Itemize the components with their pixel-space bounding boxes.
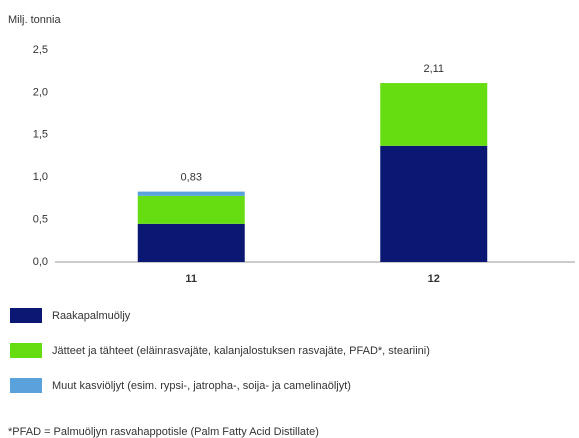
- y-tick-label: 2,0: [33, 86, 48, 98]
- bar-segment: [380, 145, 488, 262]
- x-tick-label: 11: [185, 273, 197, 285]
- bar-segment: [380, 83, 488, 146]
- x-tick-label: 12: [428, 273, 440, 285]
- bar-segment: [137, 191, 245, 196]
- y-tick-label: 2,5: [33, 44, 48, 56]
- legend-label: Muut kasviöljyt (esim. rypsi-, jatropha-…: [52, 380, 351, 392]
- y-axis-label: Milj. tonnia: [8, 14, 61, 26]
- legend-label: Raakapalmuöljy: [52, 310, 131, 322]
- footnote: *PFAD = Palmuöljyn rasvahappotisle (Palm…: [8, 426, 319, 438]
- total-label: 0,83: [181, 172, 202, 184]
- y-tick-label: 1,0: [33, 171, 48, 183]
- legend-swatch: [10, 378, 42, 393]
- y-tick-label: 0,0: [33, 256, 48, 268]
- bar-segment: [137, 223, 245, 262]
- legend-label: Jätteet ja tähteet (eläinrasvajäte, kala…: [52, 345, 430, 357]
- y-tick-label: 1,5: [33, 129, 48, 141]
- legend-swatch: [10, 308, 42, 323]
- total-label: 2,11: [423, 63, 444, 75]
- legend-swatch: [10, 343, 42, 358]
- y-tick-label: 0,5: [33, 214, 48, 226]
- bar-segment: [137, 195, 245, 224]
